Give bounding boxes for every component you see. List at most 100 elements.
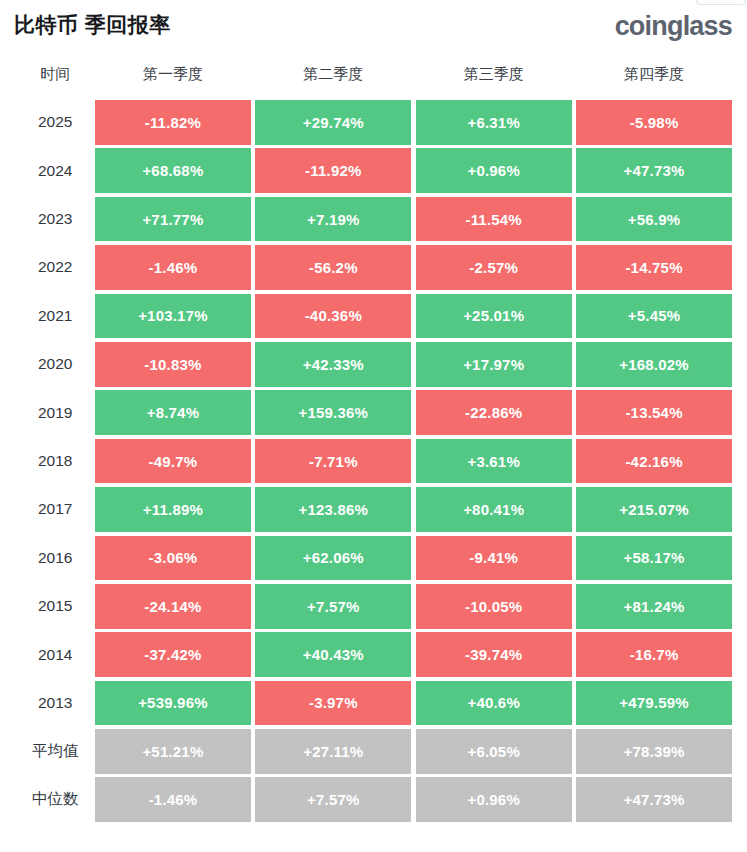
value-cell: +479.59% [576, 681, 732, 726]
value-cell: +539.96% [95, 681, 251, 726]
row-label: 2025 [0, 100, 91, 145]
table-row: 2023 +71.77%+7.19%-11.54%+56.9% [0, 197, 732, 242]
table-row: 2020 -10.83%+42.33%+17.97%+168.02% [0, 342, 732, 387]
value-cell: -22.86% [416, 390, 572, 435]
value-cell: +40.43% [255, 632, 411, 677]
column-header-q4: 第四季度 [576, 65, 732, 84]
value-cell: +27.11% [255, 729, 411, 774]
value-cell: +42.33% [255, 342, 411, 387]
value-cell: +71.77% [95, 197, 251, 242]
table-row: 2018 -49.7%-7.71%+3.61%-42.16% [0, 439, 732, 484]
value-cell: -16.7% [576, 632, 732, 677]
value-cell: -11.54% [416, 197, 572, 242]
value-cell: +25.01% [416, 294, 572, 339]
row-label: 平均值 [0, 729, 91, 774]
table-row: 2021 +103.17%-40.36%+25.01%+5.45% [0, 294, 732, 339]
value-cell: -3.97% [255, 681, 411, 726]
value-cell: +215.07% [576, 487, 732, 532]
value-cell: -40.36% [255, 294, 411, 339]
table-row: 2025 -11.82%+29.74%+6.31%-5.98% [0, 100, 732, 145]
row-label: 2017 [0, 487, 91, 532]
value-cell: +47.73% [576, 148, 732, 193]
value-cell: +29.74% [255, 100, 411, 145]
value-cell: +40.6% [416, 681, 572, 726]
value-cell: +7.57% [255, 777, 411, 822]
value-cell: +58.17% [576, 536, 732, 581]
table-body: 2025 -11.82%+29.74%+6.31%-5.98% 2024 +68… [0, 100, 747, 822]
value-cell: -5.98% [576, 100, 732, 145]
title-bar: 比特币 季回报率 coinglass [0, 0, 747, 49]
value-cell: +17.97% [416, 342, 572, 387]
value-cell: +3.61% [416, 439, 572, 484]
value-cell: +11.89% [95, 487, 251, 532]
row-label: 2022 [0, 245, 91, 290]
table-row: 2024 +68.68%-11.92%+0.96%+47.73% [0, 148, 732, 193]
value-cell: -37.42% [95, 632, 251, 677]
row-label: 中位数 [0, 777, 91, 822]
table-header-row: 时间 第一季度 第二季度 第三季度 第四季度 [0, 61, 732, 87]
value-cell: -13.54% [576, 390, 732, 435]
value-cell: +159.36% [255, 390, 411, 435]
column-header-time: 时间 [0, 65, 91, 84]
value-cell: -11.82% [95, 100, 251, 145]
coinglass-logo[interactable]: coinglass [615, 12, 732, 40]
table-row: 2019 +8.74%+159.36%-22.86%-13.54% [0, 390, 732, 435]
top-right-partial-button[interactable] [696, 0, 746, 5]
value-cell: +6.31% [416, 100, 572, 145]
table-row: 2014 -37.42%+40.43%-39.74%-16.7% [0, 632, 732, 677]
row-label: 2015 [0, 584, 91, 629]
value-cell: +68.68% [95, 148, 251, 193]
column-header-q1: 第一季度 [95, 65, 251, 84]
value-cell: +7.57% [255, 584, 411, 629]
column-header-q3: 第三季度 [416, 65, 572, 84]
value-cell: +6.05% [416, 729, 572, 774]
value-cell: +51.21% [95, 729, 251, 774]
value-cell: -11.92% [255, 148, 411, 193]
value-cell: -42.16% [576, 439, 732, 484]
row-label: 2014 [0, 632, 91, 677]
value-cell: +0.96% [416, 777, 572, 822]
value-cell: -24.14% [95, 584, 251, 629]
value-cell: +62.06% [255, 536, 411, 581]
value-cell: +0.96% [416, 148, 572, 193]
value-cell: -7.71% [255, 439, 411, 484]
value-cell: +47.73% [576, 777, 732, 822]
row-label: 2024 [0, 148, 91, 193]
value-cell: -3.06% [95, 536, 251, 581]
row-label: 2016 [0, 536, 91, 581]
row-label: 2018 [0, 439, 91, 484]
value-cell: +78.39% [576, 729, 732, 774]
table-row: 2016 -3.06%+62.06%-9.41%+58.17% [0, 536, 732, 581]
value-cell: -9.41% [416, 536, 572, 581]
value-cell: +123.86% [255, 487, 411, 532]
table-row: 2022 -1.46%-56.2%-2.57%-14.75% [0, 245, 732, 290]
value-cell: +56.9% [576, 197, 732, 242]
row-label: 2020 [0, 342, 91, 387]
table-row: 平均值 +51.21%+27.11%+6.05%+78.39% [0, 729, 732, 774]
value-cell: +8.74% [95, 390, 251, 435]
value-cell: -10.05% [416, 584, 572, 629]
value-cell: +103.17% [95, 294, 251, 339]
value-cell: -49.7% [95, 439, 251, 484]
value-cell: -1.46% [95, 777, 251, 822]
value-cell: -14.75% [576, 245, 732, 290]
value-cell: +168.02% [576, 342, 732, 387]
table-row: 2013 +539.96%-3.97%+40.6%+479.59% [0, 681, 732, 726]
value-cell: -2.57% [416, 245, 572, 290]
row-label: 2021 [0, 294, 91, 339]
value-cell: +7.19% [255, 197, 411, 242]
table-row: 2015 -24.14%+7.57%-10.05%+81.24% [0, 584, 732, 629]
value-cell: -10.83% [95, 342, 251, 387]
value-cell: -1.46% [95, 245, 251, 290]
table-row: 中位数 -1.46%+7.57%+0.96%+47.73% [0, 777, 732, 822]
page-title: 比特币 季回报率 [14, 13, 171, 37]
row-label: 2019 [0, 390, 91, 435]
value-cell: -56.2% [255, 245, 411, 290]
value-cell: +80.41% [416, 487, 572, 532]
value-cell: +81.24% [576, 584, 732, 629]
value-cell: -39.74% [416, 632, 572, 677]
value-cell: +5.45% [576, 294, 732, 339]
row-label: 2013 [0, 681, 91, 726]
row-label: 2023 [0, 197, 91, 242]
column-header-q2: 第二季度 [255, 65, 411, 84]
